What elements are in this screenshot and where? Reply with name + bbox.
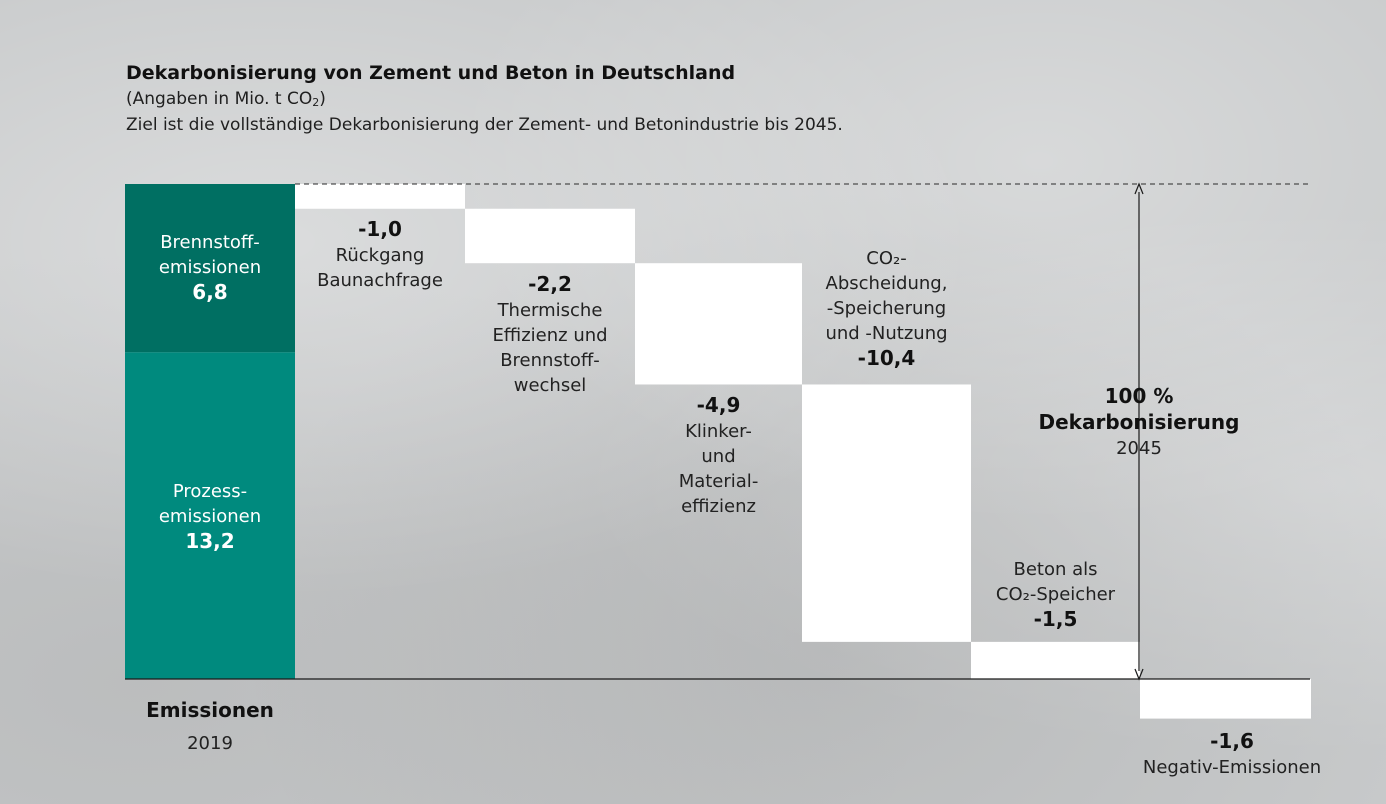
value-label: -4,9 — [696, 393, 741, 417]
step-label-demand: -1,0 Rückgang Baunachfrage — [317, 217, 443, 293]
chart-unit: (Angaben in Mio. t CO2) — [126, 89, 843, 109]
label-line: Negativ-Emissionen — [1142, 757, 1322, 778]
target-label: 100 % Dekarbonisierung 2045 — [1039, 384, 1240, 461]
chart-subtitle: Ziel ist die vollständige Dekarbonisieru… — [126, 115, 843, 135]
process-emissions-label: Prozess-emissionen 13,2 — [159, 479, 261, 555]
value-label: -1,0 — [358, 217, 402, 241]
value-line: -2,2 — [492, 272, 607, 298]
chart-header: Dekarbonisierung von Zement und Beton in… — [126, 62, 843, 135]
value-line: 13,2 — [159, 529, 261, 555]
label-line: Brennstoff- — [500, 350, 600, 371]
fuel-emissions-label: Brennstoff-emissionen 6,8 — [159, 230, 261, 306]
value-label: Dekarbonisierung — [1038, 410, 1240, 434]
label-line: Beton als — [1013, 559, 1098, 580]
value-label: -10,4 — [857, 346, 916, 370]
value-line: -4,9 — [679, 393, 759, 419]
label-line: emissionen — [158, 257, 262, 278]
arrow-head-down — [1134, 668, 1144, 681]
value-line: -1,5 — [996, 607, 1115, 633]
value-line: 100 % — [1039, 384, 1240, 410]
label-line: wechsel — [513, 375, 587, 396]
value-line: Dekarbonisierung — [1039, 410, 1240, 436]
waterfall-step-bar — [465, 208, 635, 264]
unit-subscript: 2 — [312, 96, 320, 109]
process-emissions-bar — [125, 352, 295, 679]
label-line: Abscheidung, — [825, 273, 948, 294]
label-line: und — [701, 446, 736, 467]
label-line: Rückgang — [335, 245, 425, 266]
value-label: -1,5 — [1033, 607, 1078, 631]
chart-title: Dekarbonisierung von Zement und Beton in… — [126, 62, 736, 84]
value-label: 100 % — [1104, 384, 1174, 408]
fuel-emissions-bar — [125, 184, 295, 353]
unit-suffix: ) — [319, 89, 326, 109]
waterfall-step-bar — [802, 384, 971, 642]
label-line: Effizienz und — [492, 325, 608, 346]
value-label: -2,2 — [528, 272, 572, 296]
label-line: Thermische — [497, 300, 603, 321]
label-line: Klinker- — [685, 421, 752, 442]
waterfall-step-bar — [295, 184, 465, 209]
label-line: und -Nutzung — [825, 323, 948, 344]
value-line: -1,6 — [1143, 729, 1321, 755]
value-line: -1,0 — [317, 217, 443, 243]
label-line: Baunachfrage — [317, 270, 443, 291]
step-label-negative: -1,6 Negativ-Emissionen — [1143, 729, 1321, 780]
value-line: Emissionen — [146, 698, 274, 724]
start-year-label: 2019 — [187, 731, 233, 756]
value-label: 6,8 — [192, 280, 228, 304]
label-line: emissionen — [158, 506, 262, 527]
value-line: -10,4 — [825, 346, 947, 372]
label-line: effizienz — [681, 496, 756, 517]
label-line: -Speicherung — [826, 298, 947, 319]
label-line: Prozess- — [172, 481, 248, 502]
label-line: CO₂- — [866, 248, 907, 269]
label-line: 2019 — [187, 733, 233, 754]
label-line: CO₂-Speicher — [995, 584, 1116, 605]
value-label: 13,2 — [185, 529, 235, 553]
step-label-concrete: Beton als CO₂-Speicher -1,5 — [996, 557, 1115, 633]
value-label: Emissionen — [146, 698, 274, 722]
waterfall-step-bar — [1140, 679, 1311, 719]
unit-prefix: (Angaben in Mio. t CO — [126, 89, 313, 109]
value-line: 6,8 — [159, 280, 261, 306]
value-label: -1,6 — [1210, 729, 1254, 753]
arrow-head-up — [1134, 182, 1144, 195]
label-line: Material- — [678, 471, 759, 492]
step-label-thermal: -2,2 Thermische Effizienz und Brennstoff-we… — [492, 272, 607, 398]
waterfall-step-bar — [635, 263, 802, 385]
waterfall-step-bar — [971, 641, 1140, 679]
label-line: 2045 — [1116, 438, 1162, 459]
step-label-ccus: CO₂- Abscheidung, -Speicherung und -Nutzung… — [825, 246, 947, 372]
label-line: Brennstoff- — [160, 232, 260, 253]
start-bar-label: Emissionen — [146, 698, 274, 724]
step-label-clinker: -4,9 Klinker-und Material-effizienz — [679, 393, 759, 519]
